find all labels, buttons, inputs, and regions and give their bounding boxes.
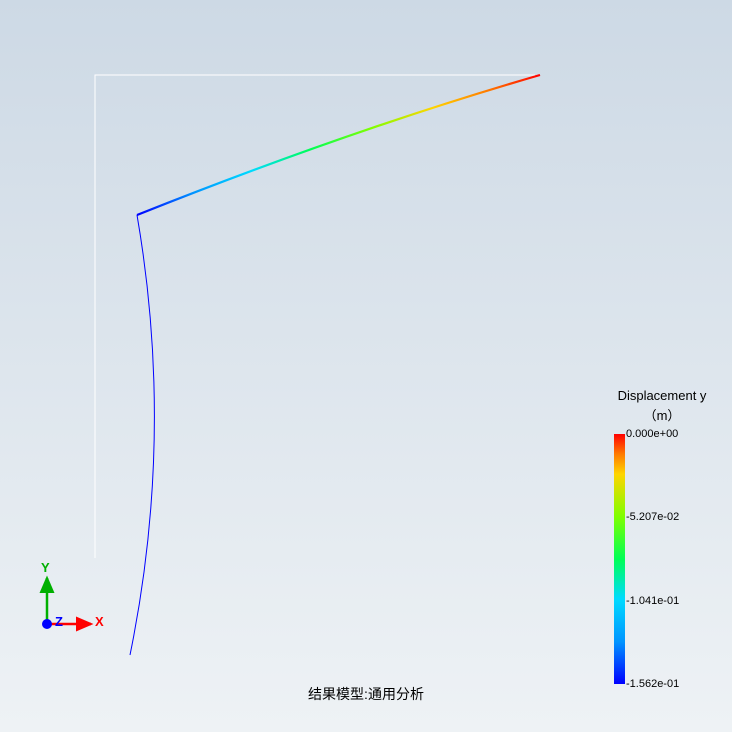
- legend-tick: -1.562e-01: [626, 678, 679, 690]
- legend-color-bar: [614, 434, 625, 684]
- simulation-viewport[interactable]: Displacement y （m） 0.000e+00 -5.207e-02 -1…: [0, 0, 732, 732]
- legend-tick: 0.000e+00: [626, 428, 678, 440]
- coordinate-triad[interactable]: X Y Z: [35, 562, 115, 642]
- deformed-horizontal-member: [137, 75, 540, 215]
- legend-title: Displacement y: [612, 388, 712, 403]
- color-legend: Displacement y （m） 0.000e+00 -5.207e-02 -1…: [612, 388, 712, 684]
- legend-tick: -1.041e-01: [626, 595, 679, 607]
- z-axis-label: Z: [55, 614, 63, 629]
- y-axis-label: Y: [41, 560, 50, 575]
- result-caption: 结果模型:通用分析: [308, 684, 424, 704]
- legend-unit: （m）: [612, 405, 712, 424]
- legend-tick: -5.207e-02: [626, 511, 679, 523]
- z-axis-icon: [42, 619, 52, 629]
- x-axis-label: X: [95, 614, 104, 629]
- legend-bar-container: 0.000e+00-5.207e-02-1.041e-01-1.562e-01: [612, 434, 712, 684]
- deformed-vertical-member: [130, 215, 154, 655]
